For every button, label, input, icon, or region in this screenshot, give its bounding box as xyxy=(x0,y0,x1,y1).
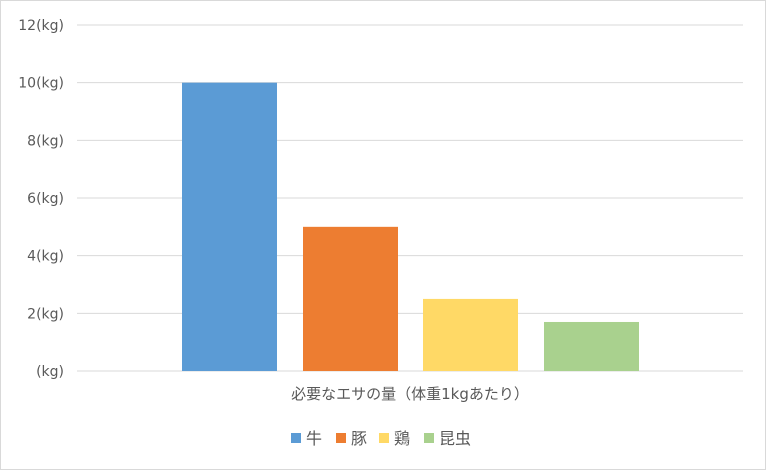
bar-1 xyxy=(182,82,277,372)
y-tick-label: 8(kg) xyxy=(27,133,64,149)
y-tick-label: 6(kg) xyxy=(27,191,64,207)
y-tick-label: 10(kg) xyxy=(18,76,64,92)
legend-swatch xyxy=(291,433,301,443)
legend-swatch xyxy=(424,433,434,443)
legend-label: 豚 xyxy=(351,429,367,448)
bar-3 xyxy=(423,298,518,371)
bar-4 xyxy=(544,321,639,371)
y-tick-label: 2(kg) xyxy=(27,306,64,322)
legend-swatch xyxy=(379,433,389,443)
legend-label: 昆虫 xyxy=(439,429,471,448)
legend-label: 鶏 xyxy=(394,429,410,448)
bar-2 xyxy=(303,226,398,371)
legend-label: 牛 xyxy=(306,429,322,448)
legend-swatch xyxy=(336,433,346,443)
y-tick-label: (kg) xyxy=(36,364,64,380)
y-tick-label: 4(kg) xyxy=(27,249,64,265)
x-category-label: 必要なエサの量（体重1kgあたり） xyxy=(291,385,529,403)
y-tick-label: 12(kg) xyxy=(18,18,64,34)
